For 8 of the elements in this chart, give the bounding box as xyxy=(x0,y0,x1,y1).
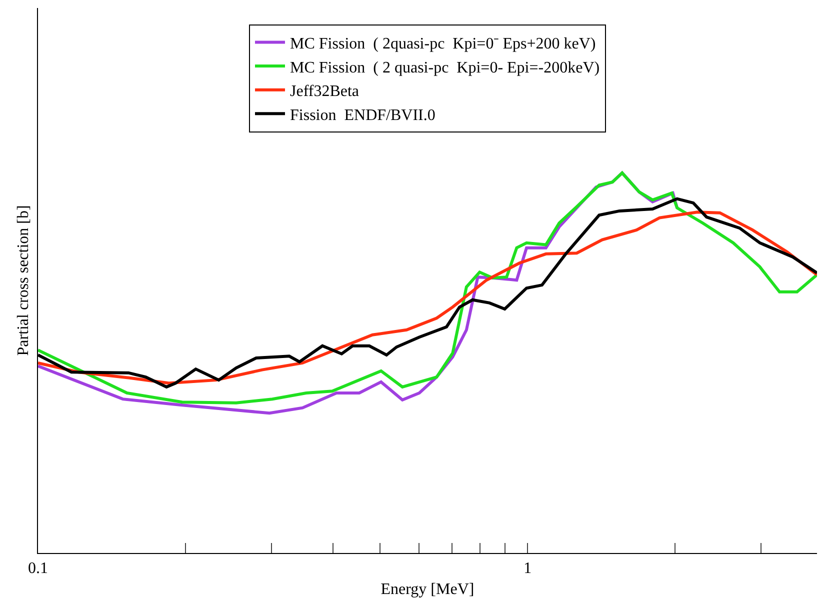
legend-label: Jeff32Beta xyxy=(290,83,360,100)
x-tick-label: 0.1 xyxy=(28,560,48,578)
x-tick-label: 1 xyxy=(524,560,532,578)
y-axis-title: Partial cross section [b] xyxy=(14,205,32,356)
x-axis-title: Energy [MeV] xyxy=(380,580,474,598)
legend-label: MC Fission ( 2 quasi-pc Kpi=0- Epi=-200keV) xyxy=(290,59,600,76)
legend-label: MC Fission ( 2quasi-pc Kpi=0⁻ Eps+200 keV) xyxy=(290,35,596,52)
legend-label: Fission ENDF/BVII.0 xyxy=(290,106,436,124)
